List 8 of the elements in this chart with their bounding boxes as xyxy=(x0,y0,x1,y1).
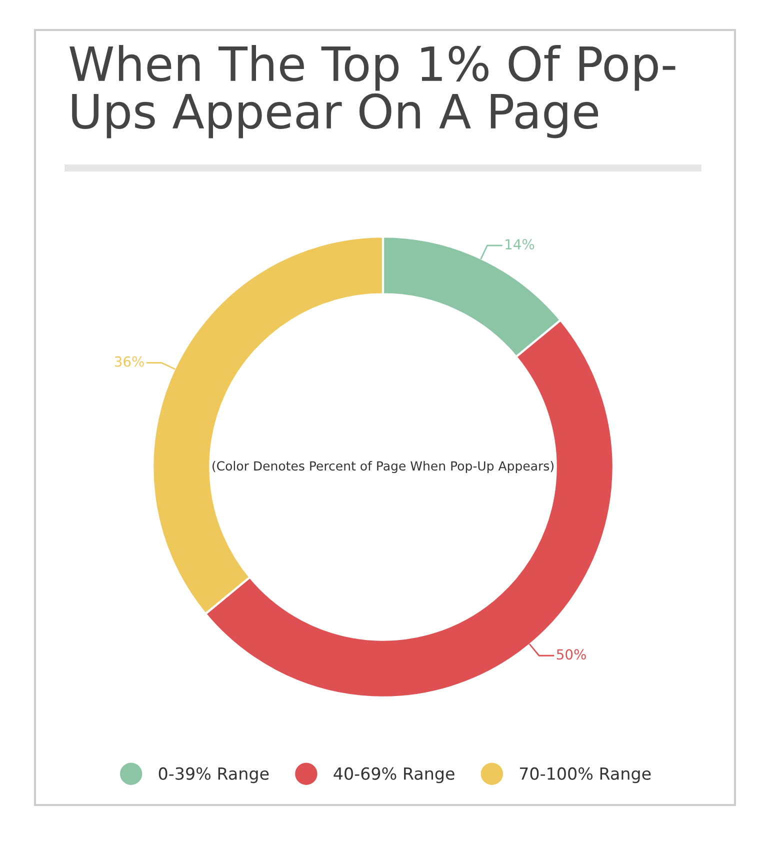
data-label: 14% xyxy=(506,239,534,250)
data-label: 36% xyxy=(114,356,144,367)
chart-title: When The Top 1% Of Pop- Ups Appear On A Page xyxy=(70,45,676,138)
text: (Color Denotes Percent of Page When Pop-Up Appears) xyxy=(212,460,554,474)
legend-label: 70-100% Range xyxy=(520,767,651,784)
legend-label: 40-69% Range xyxy=(334,767,454,784)
legend-label: 0-39% Range xyxy=(158,767,269,784)
data-label: 50% xyxy=(556,649,586,660)
